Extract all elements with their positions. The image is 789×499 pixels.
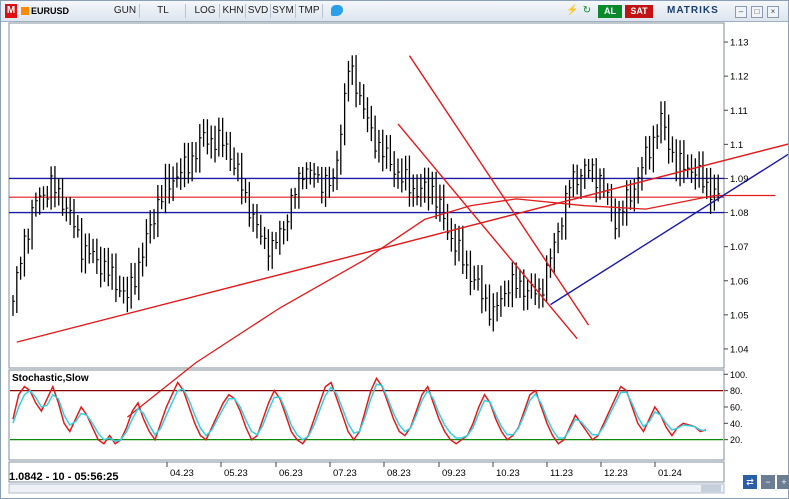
refresh-icon[interactable]: ↻ xyxy=(582,5,592,16)
x-tick-label: 10.23 xyxy=(496,468,520,479)
toolbar: M EURUSD GUN TL LOG KHN SVD SYM TMP ⚡ ↻ … xyxy=(1,1,788,22)
button-khn[interactable]: KHN xyxy=(221,4,246,18)
moving-average-line xyxy=(126,194,776,418)
button-gun[interactable]: GUN xyxy=(111,4,140,18)
price-layer xyxy=(9,55,788,418)
x-tick-label: 08.23 xyxy=(387,468,411,479)
brand-label: MATRIKS xyxy=(667,5,719,16)
price-y-tick-label: 1.1 xyxy=(730,140,743,151)
stoch-y-tick-label: 60. xyxy=(730,402,743,412)
button-tl[interactable]: TL xyxy=(141,4,186,18)
maximize-icon[interactable]: □ xyxy=(751,6,763,18)
trend-line-2 xyxy=(397,123,578,340)
sync-icon[interactable]: ⇄ xyxy=(743,475,757,489)
xaxis-strip xyxy=(8,461,725,483)
twitter-icon[interactable] xyxy=(331,5,343,16)
button-svd[interactable]: SVD xyxy=(246,4,271,18)
price-y-tick-label: 1.05 xyxy=(730,310,749,321)
axis-layer: 1.04 1.05 1.06 1.07 1.08 1.09 1.1 1.11 1.12 1.13 1… xyxy=(166,38,749,479)
price-y-tick-label: 1.06 xyxy=(730,276,749,287)
trend-line-3 xyxy=(550,153,788,306)
scrollbar[interactable] xyxy=(8,483,725,494)
symbol-selector[interactable]: EURUSD xyxy=(21,4,69,18)
symbol-label: EURUSD xyxy=(31,6,70,16)
x-tick-label: 04.23 xyxy=(170,468,194,479)
stoch-y-tick-label: 40. xyxy=(730,419,743,429)
stoch-y-tick-label: 80. xyxy=(730,386,743,396)
app-logo: M xyxy=(5,4,17,18)
button-sym[interactable]: SYM xyxy=(271,4,296,18)
status-readout: 1.0842 - 10 - 05:56:25 xyxy=(9,471,119,483)
x-tick-label: 06.23 xyxy=(279,468,303,479)
button-log[interactable]: LOG xyxy=(191,4,220,18)
trend-line-0 xyxy=(16,143,788,343)
x-tick-label: 07.23 xyxy=(333,468,357,479)
stoch-title: Stochastic,Slow xyxy=(12,373,89,384)
stoch-series-d xyxy=(12,383,707,443)
chart-area[interactable]: 1.04 1.05 1.06 1.07 1.08 1.09 1.1 1.11 1.12 1.13 1… xyxy=(1,21,788,498)
stoch-y-tick-label: 20. xyxy=(730,435,743,445)
stoch-layer xyxy=(10,376,723,445)
zoom-in-icon[interactable]: + xyxy=(777,475,789,489)
stoch-y-tick-label: 100. xyxy=(730,370,748,380)
price-y-tick-label: 1.12 xyxy=(730,72,749,83)
x-tick-label: 12.23 xyxy=(604,468,628,479)
zoom-out-icon[interactable]: − xyxy=(761,475,775,489)
x-tick-label: 11.23 xyxy=(550,468,573,479)
price-y-tick-label: 1.13 xyxy=(730,38,749,49)
close-icon[interactable]: × xyxy=(767,6,779,18)
lightning-icon[interactable]: ⚡ xyxy=(566,5,579,16)
buy-button[interactable]: AL xyxy=(598,5,622,18)
price-y-tick-label: 1.09 xyxy=(730,174,749,185)
price-y-tick-label: 1.08 xyxy=(730,208,749,219)
scrollbar-thumb[interactable] xyxy=(701,485,721,492)
x-tick-label: 05.23 xyxy=(224,468,248,479)
minimize-icon[interactable]: – xyxy=(735,6,747,18)
symbol-checkbox-icon[interactable] xyxy=(21,7,29,15)
price-y-tick-label: 1.11 xyxy=(730,106,748,117)
price-y-tick-label: 1.04 xyxy=(730,344,749,355)
x-tick-label: 09.23 xyxy=(442,468,466,479)
x-tick-label: 01.24 xyxy=(658,468,682,479)
trend-line-1 xyxy=(408,55,590,326)
button-tmp[interactable]: TMP xyxy=(296,4,323,18)
sell-button[interactable]: SAT xyxy=(625,5,653,18)
price-panel-frame xyxy=(8,22,725,369)
price-y-tick-label: 1.07 xyxy=(730,242,749,253)
